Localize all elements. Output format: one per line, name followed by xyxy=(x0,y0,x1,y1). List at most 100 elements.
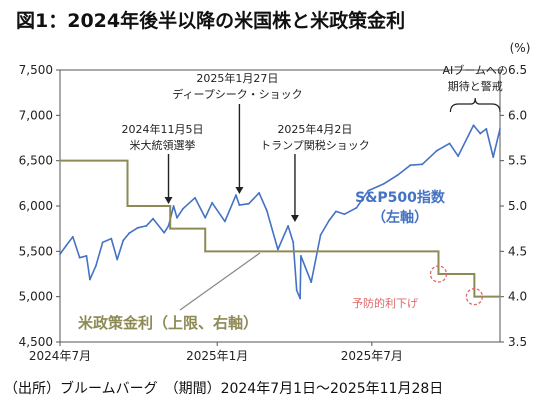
sp500-point xyxy=(78,256,81,259)
annotation-ai-boom: AIブームへの xyxy=(442,63,507,77)
sp500-point xyxy=(287,225,290,227)
sp500-point xyxy=(136,226,139,229)
sp500-point xyxy=(116,258,119,261)
sp500-point xyxy=(258,191,260,194)
sp500-point xyxy=(295,289,298,292)
annotation-deepseek: 2025年1月27日 xyxy=(196,71,278,85)
sp500-point xyxy=(235,194,237,197)
sp500-point xyxy=(435,149,438,152)
sp500-point xyxy=(65,244,67,247)
y-left-tick-label: 5,000 xyxy=(19,290,53,304)
annotation-deepseek-arrow-head xyxy=(235,187,244,194)
sp500-label: （左軸） xyxy=(372,209,428,226)
plot-frame xyxy=(59,69,501,343)
sp500-point xyxy=(265,209,268,212)
sp500-point xyxy=(382,182,385,185)
sp500-point xyxy=(182,207,184,210)
policy-rate-point xyxy=(126,205,129,207)
y-left-tick-label: 6,500 xyxy=(19,154,53,168)
sp500-point xyxy=(223,220,226,223)
y-right-tick-label: 4.5 xyxy=(508,244,527,258)
sp500-point xyxy=(71,235,74,238)
sp500-point xyxy=(128,232,131,235)
preventive-cut-circle xyxy=(429,265,448,283)
policy-rate-point xyxy=(499,295,501,298)
y-right-tick-label: 3.5 xyxy=(508,335,527,349)
y-left-tick-label: 4,500 xyxy=(19,335,53,349)
sp500-point xyxy=(194,196,196,199)
annotation-election: 米大統領選挙 xyxy=(130,138,196,152)
y-left-tick-label: 6,000 xyxy=(19,199,53,213)
y-right-tick-label: 6.5 xyxy=(508,63,527,77)
sp500-point xyxy=(152,217,155,220)
sp500-point xyxy=(85,254,88,257)
annotation-ai-boom: 期待と警戒 xyxy=(448,79,503,93)
x-tick-label: 2025年1月 xyxy=(186,349,248,363)
annotation-tariff: 2025年4月2日 xyxy=(277,122,352,136)
sp500-point xyxy=(367,189,370,192)
annotation-ai-boom-brace xyxy=(449,97,501,113)
sp500-point xyxy=(492,156,495,158)
policy-rate-label: 米政策金利（上限、右軸） xyxy=(78,314,258,332)
sp500-line xyxy=(59,124,501,300)
sp500-point xyxy=(163,231,166,234)
policy-rate-point xyxy=(473,295,476,298)
sp500-point xyxy=(396,174,399,177)
sp500-label: S&P500指数 xyxy=(355,189,446,206)
sp500-point xyxy=(276,248,279,251)
y-right-tick-label: 4.0 xyxy=(508,290,527,304)
sp500-point xyxy=(167,225,170,227)
sp500-point xyxy=(172,205,175,207)
sp500-point xyxy=(238,204,241,206)
annotation-election: 2024年11月5日 xyxy=(122,122,204,136)
sp500-point xyxy=(421,163,424,166)
sp500-point xyxy=(300,254,302,257)
y-right-tick-label: 5.5 xyxy=(508,154,527,168)
sp500-point xyxy=(409,164,412,167)
y-left-tick-label: 7,000 xyxy=(19,108,53,122)
sp500-point xyxy=(122,239,125,242)
x-tick-label: 2024年7月 xyxy=(29,349,91,363)
sp500-point xyxy=(211,201,213,204)
annotation-tariff: トランプ関税ショック xyxy=(260,138,370,152)
sp500-point xyxy=(499,128,501,130)
sp500-point xyxy=(110,237,113,240)
sp500-point xyxy=(479,132,482,135)
sp500-point xyxy=(319,234,322,236)
sp500-point xyxy=(292,241,295,244)
sp500-point xyxy=(328,219,331,222)
sp500-point xyxy=(457,155,460,158)
y-left-tick-label: 5,500 xyxy=(19,244,53,258)
x-tick-label: 2025年7月 xyxy=(341,349,403,363)
annotation-deepseek: ディープシーク・ショック xyxy=(172,87,302,101)
y-right-tick-label: 5.0 xyxy=(508,199,527,213)
sp500-point xyxy=(448,142,451,145)
sp500-point xyxy=(59,253,61,255)
y-right-unit: (%) xyxy=(510,41,531,55)
source-note: （出所）ブルームバーグ （期間）2024年7月1日～2025年11月28日 xyxy=(4,381,444,397)
policy-rate-point xyxy=(437,273,440,275)
sp500-point xyxy=(299,297,301,300)
chart-title: 図1：2024年後半以降の米国株と米政策金利 xyxy=(16,10,406,32)
sp500-point xyxy=(176,216,178,219)
sp500-point xyxy=(335,210,337,213)
annotation-election-arrow-head xyxy=(164,197,173,204)
preventive-cut-circle xyxy=(465,288,484,306)
sp500-point xyxy=(343,213,346,216)
sp500-point xyxy=(472,124,475,127)
annotation-preventive-cut: 予防的利下げ xyxy=(352,296,418,310)
sp500-point xyxy=(247,202,250,205)
sp500-point xyxy=(145,225,148,227)
y-left-tick-label: 7,500 xyxy=(19,63,53,77)
policy-rate-point xyxy=(59,159,61,162)
policy-rate-point xyxy=(169,227,172,230)
policy-rate-line xyxy=(60,159,500,298)
policy-rate-label-leader xyxy=(179,252,261,311)
y-right-tick-label: 6.0 xyxy=(508,108,527,122)
sp500-point xyxy=(310,281,313,284)
sp500-point xyxy=(89,278,91,281)
sp500-point xyxy=(101,241,104,244)
policy-rate-point xyxy=(204,250,207,253)
